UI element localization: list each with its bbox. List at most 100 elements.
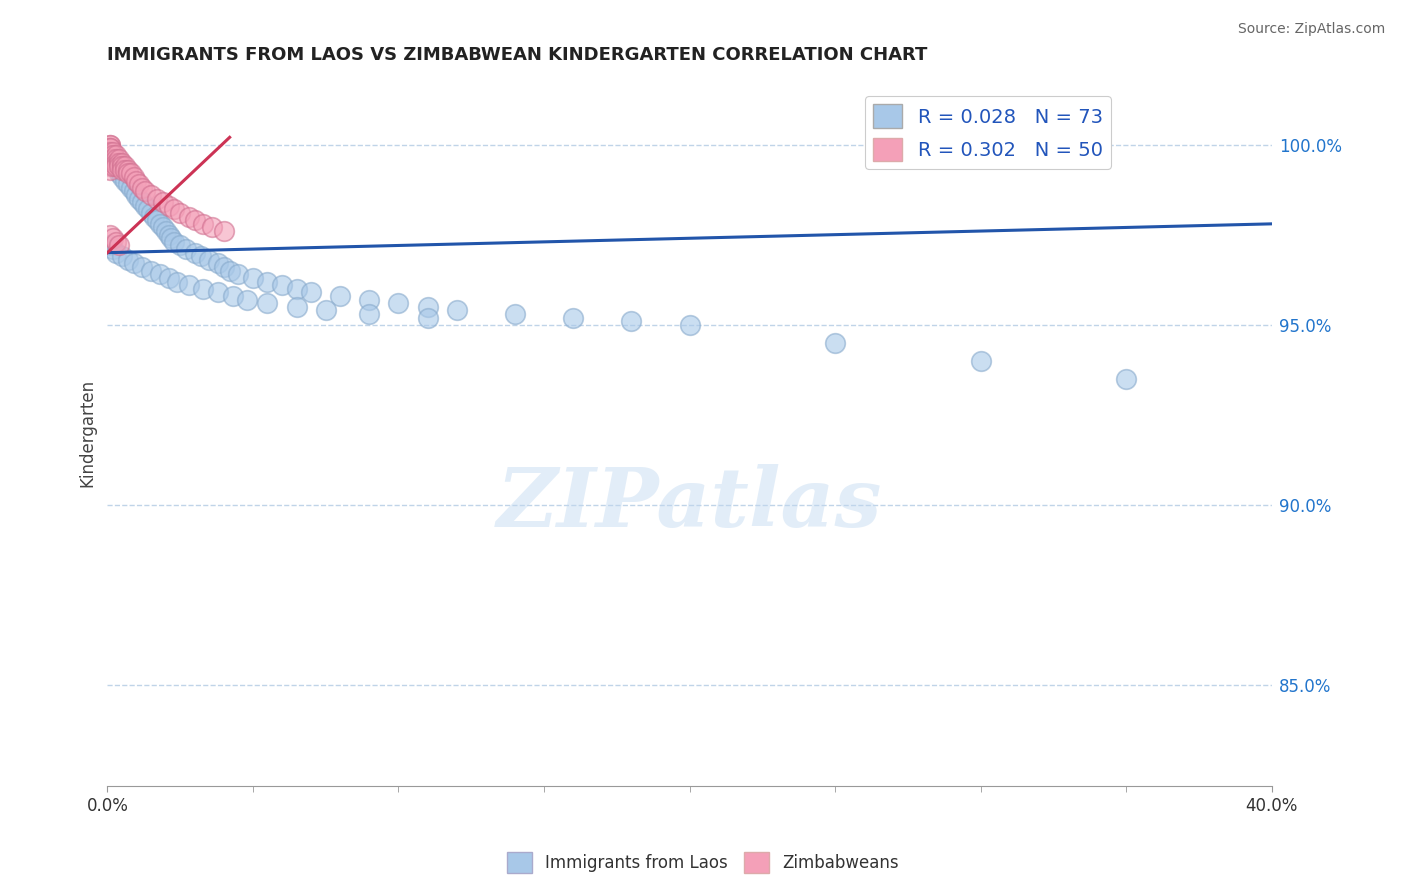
Point (503, 307, 526, 321)
Point (134, 199, 156, 213)
Point (169, 238, 191, 252)
Point (256, 296, 278, 310)
Point (228, 268, 250, 282)
Point (128, 192, 150, 206)
Point (105, 245, 128, 260)
Point (98, 227, 121, 242)
Point (103, 242, 125, 256)
Point (146, 192, 169, 206)
Point (256, 275, 278, 289)
Point (114, 159, 136, 173)
Point (131, 195, 153, 210)
Point (285, 300, 308, 314)
Point (103, 159, 125, 173)
Point (149, 217, 172, 231)
Point (108, 155, 131, 169)
Point (131, 181, 153, 195)
Point (183, 245, 205, 260)
Point (128, 177, 150, 191)
Point (242, 271, 264, 285)
Point (108, 238, 131, 252)
Point (108, 166, 131, 180)
Point (157, 199, 180, 213)
Point (359, 293, 381, 307)
Point (108, 159, 131, 173)
Point (139, 206, 162, 220)
Point (120, 181, 142, 195)
Point (136, 202, 159, 217)
Point (416, 300, 439, 314)
Point (1115, 372, 1137, 386)
Point (117, 162, 139, 177)
Point (122, 185, 145, 199)
Point (98, 148, 121, 162)
Point (190, 249, 212, 263)
Point (98, 155, 121, 169)
Point (139, 188, 162, 202)
Point (139, 263, 162, 277)
Point (103, 145, 125, 159)
Point (103, 148, 125, 162)
Point (329, 289, 352, 303)
Point (98, 141, 121, 155)
Point (824, 335, 846, 350)
Point (152, 195, 174, 210)
Point (143, 210, 166, 224)
Point (105, 152, 128, 166)
Point (98, 137, 121, 152)
Point (155, 224, 177, 238)
Point (207, 256, 229, 270)
Point (122, 169, 145, 184)
Point (131, 260, 153, 274)
Point (174, 242, 197, 256)
Point (114, 162, 136, 177)
Point (177, 210, 200, 224)
Point (103, 155, 125, 169)
Point (177, 278, 200, 293)
Point (163, 235, 186, 249)
Point (315, 303, 337, 318)
Point (970, 354, 993, 368)
Point (108, 162, 131, 177)
Text: ZIPatlas: ZIPatlas (496, 464, 883, 543)
Point (149, 268, 172, 282)
Point (120, 166, 142, 180)
Point (157, 227, 180, 242)
Point (117, 177, 139, 191)
Y-axis label: Kindergarten: Kindergarten (79, 379, 96, 487)
Point (105, 148, 128, 162)
Point (98, 145, 121, 159)
Point (193, 217, 215, 231)
Point (271, 278, 294, 293)
Point (163, 202, 186, 217)
Point (111, 249, 134, 263)
Point (114, 173, 136, 187)
Legend: Immigrants from Laos, Zimbabweans: Immigrants from Laos, Zimbabweans (501, 846, 905, 880)
Point (134, 185, 156, 199)
Point (111, 169, 134, 184)
Point (111, 162, 134, 177)
Point (236, 293, 259, 307)
Point (98, 141, 121, 155)
Point (212, 224, 235, 238)
Point (98, 159, 121, 173)
Point (201, 220, 224, 235)
Text: IMMIGRANTS FROM LAOS VS ZIMBABWEAN KINDERGARTEN CORRELATION CHART: IMMIGRANTS FROM LAOS VS ZIMBABWEAN KINDE… (107, 46, 928, 64)
Point (105, 155, 128, 169)
Point (98, 137, 121, 152)
Point (103, 231, 125, 245)
Point (105, 159, 128, 173)
Point (98, 145, 121, 159)
Point (183, 213, 205, 227)
Point (146, 213, 169, 227)
Point (169, 206, 191, 220)
Point (387, 296, 409, 310)
Point (218, 263, 240, 277)
Point (198, 252, 221, 267)
Point (160, 231, 183, 245)
Point (416, 310, 439, 325)
Point (221, 289, 243, 303)
Point (98, 152, 121, 166)
Point (166, 275, 188, 289)
Point (108, 152, 131, 166)
